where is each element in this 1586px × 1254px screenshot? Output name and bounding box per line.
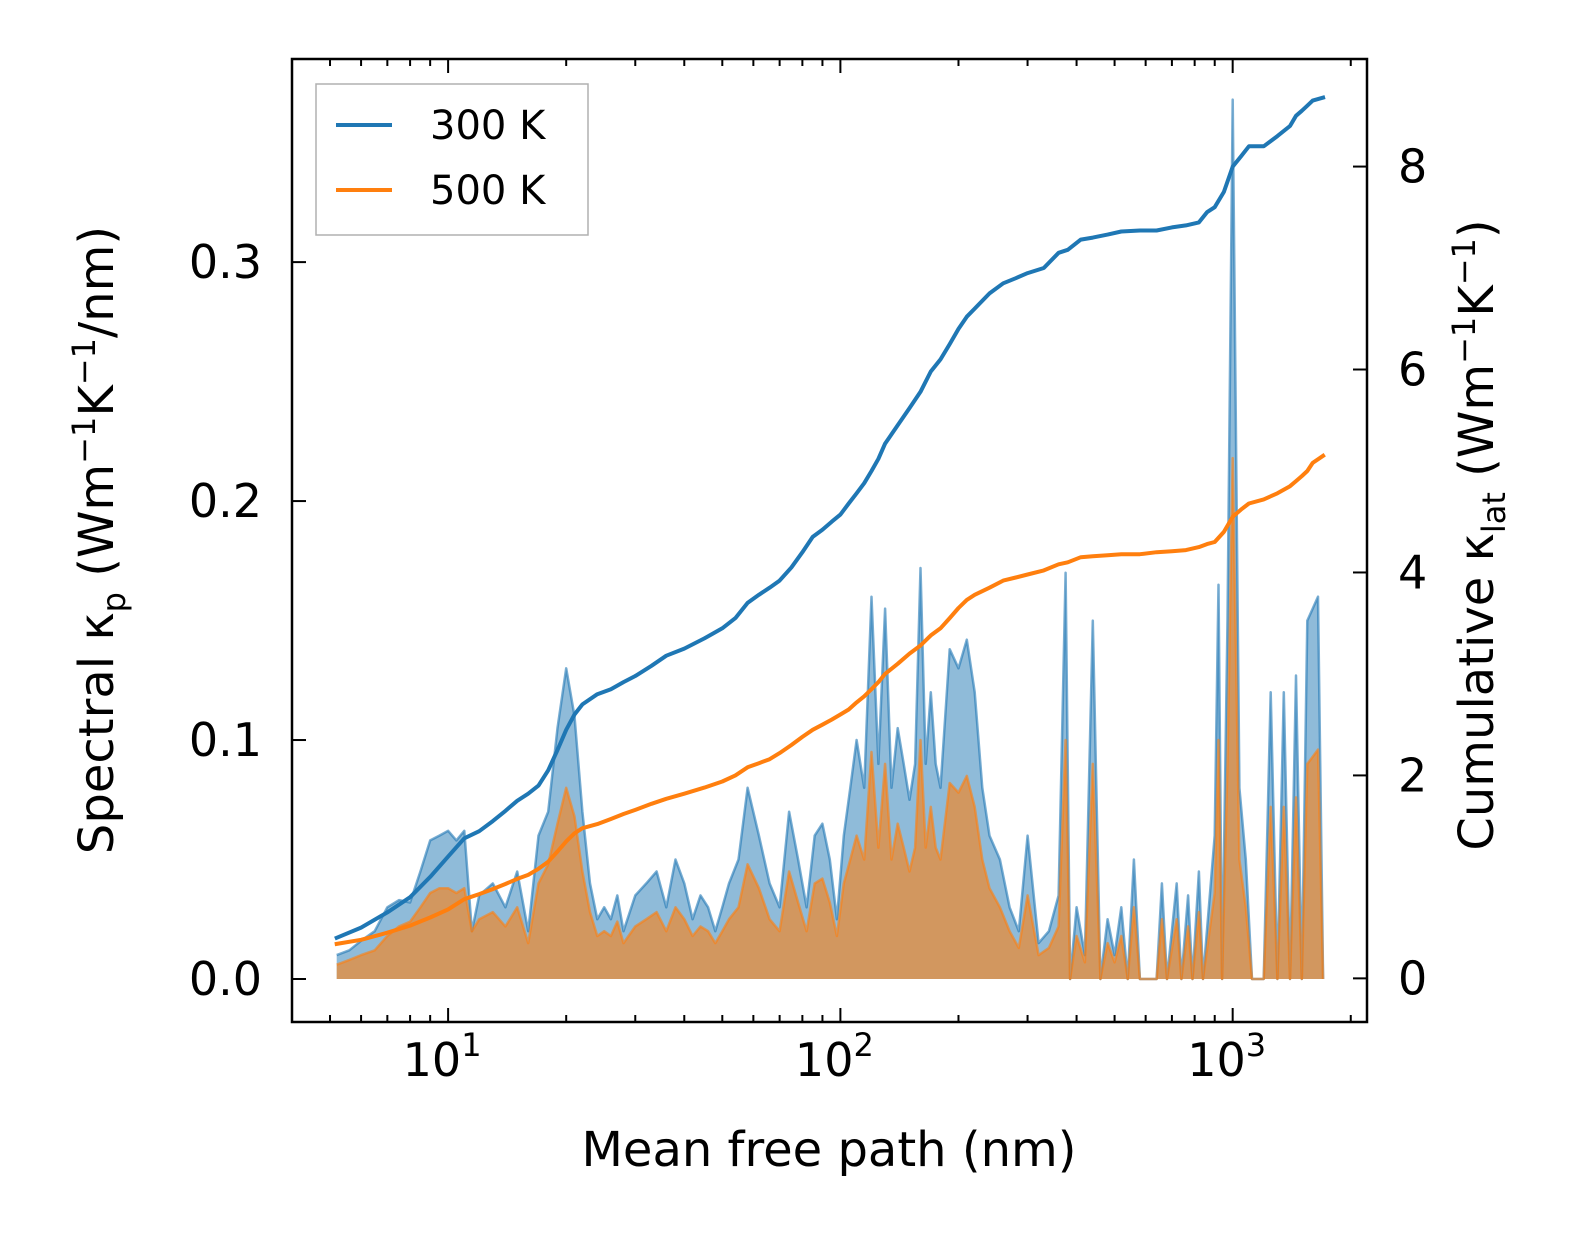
y-right-sup1: −1: [1445, 317, 1483, 364]
x-tick-base: 10: [403, 1033, 462, 1087]
y-left-prefix: Spectral κ: [69, 612, 125, 854]
legend-label-300k: 300 K: [430, 103, 547, 149]
cumulative-line-500k: [334, 453, 1326, 947]
y-left-k: K: [69, 384, 125, 417]
y-right-sub: lat: [1475, 492, 1513, 533]
x-tick-base: 10: [795, 1033, 854, 1087]
legend-label-500k: 500 K: [430, 168, 547, 214]
y-right-tail: ): [1449, 219, 1505, 238]
x-tick-label: 103: [1187, 1026, 1266, 1087]
y-right-tick-label: 2: [1398, 748, 1427, 802]
legend-box: [315, 83, 589, 236]
y-left-tick-label: 0.2: [189, 474, 262, 528]
y-left-sup2: −1: [65, 338, 103, 385]
y-right-k: K: [1449, 284, 1505, 317]
y-axis-label-left: Spectral κp (Wm−1K−1/nm): [65, 226, 133, 854]
y-left-tick-label: 0.1: [189, 713, 262, 767]
plot-frame: [290, 57, 1369, 1024]
y-right-prefix: Cumulative κ: [1449, 533, 1505, 851]
y-right-sup2: −1: [1445, 238, 1483, 285]
x-tick-label: 101: [403, 1026, 482, 1087]
y-left-sub: p: [95, 592, 133, 612]
x-tick-exponent: 3: [1246, 1026, 1266, 1064]
y-left-tick-label: 0.3: [189, 235, 262, 289]
y-left-sup1: −1: [65, 417, 103, 464]
y-axis-label-right: Cumulative κlat (Wm−1K−1): [1445, 219, 1513, 850]
y-right-tick-label: 0: [1398, 951, 1427, 1005]
x-tick-label: 102: [795, 1026, 874, 1087]
y-left-units: (Wm: [69, 464, 125, 592]
x-tick-base: 10: [1187, 1033, 1246, 1087]
legend: 300 K 500 K: [315, 83, 589, 236]
x-tick-exponent: 1: [461, 1026, 481, 1064]
y-left-tick-label: 0.0: [189, 952, 262, 1006]
y-right-tick-label: 8: [1398, 140, 1427, 194]
y-left-tail: /nm): [69, 226, 125, 338]
y-right-tick-label: 6: [1398, 343, 1427, 397]
cumulative-line-300k: [334, 95, 1326, 941]
x-tick-exponent: 2: [853, 1026, 873, 1064]
spectral-line-500k: [336, 456, 1325, 981]
y-right-tick-label: 4: [1398, 545, 1427, 599]
y-right-units: (Wm: [1449, 364, 1505, 492]
series-layer: [334, 95, 1326, 981]
x-axis-label: Mean free path (nm): [582, 1122, 1077, 1178]
